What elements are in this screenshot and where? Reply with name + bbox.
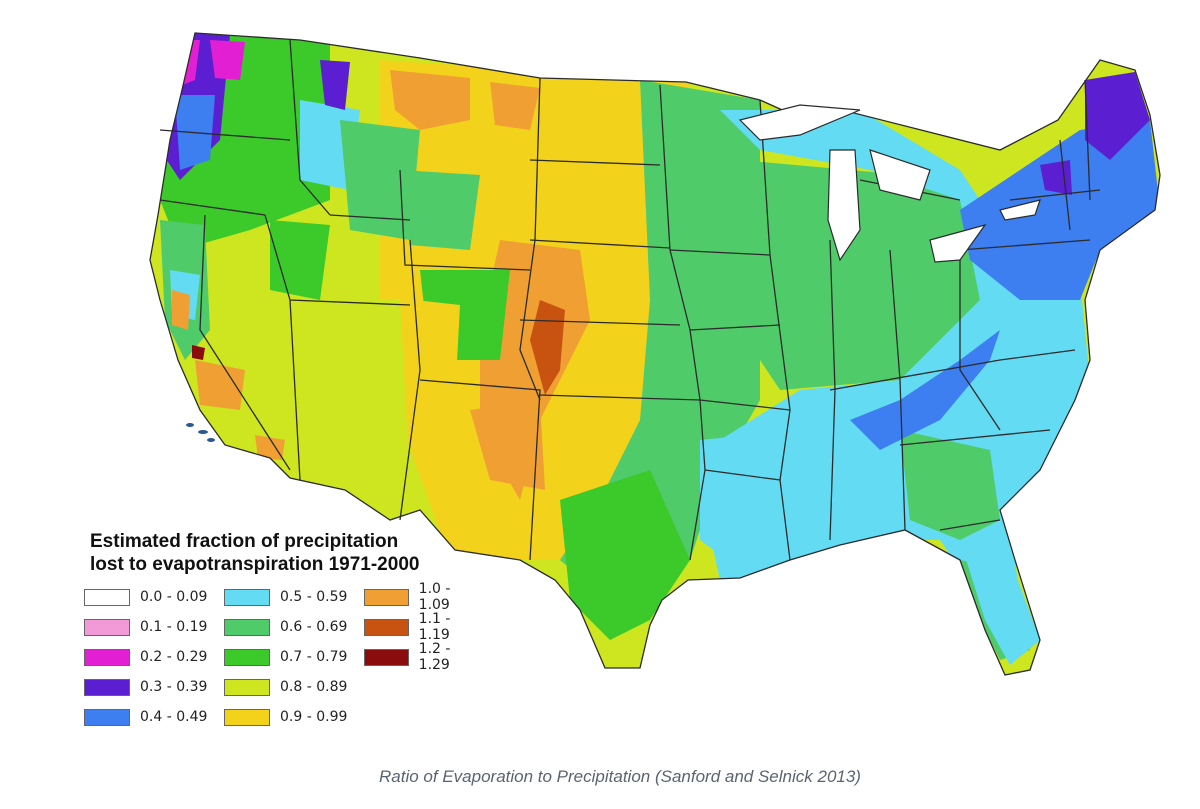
legend-label: 0.3 - 0.39 — [140, 679, 208, 695]
legend-title-line1: Estimated fraction of precipitation — [90, 531, 399, 552]
legend-swatch — [84, 678, 130, 696]
legend-item: 1.0 - 1.09 — [364, 581, 484, 613]
legend-swatch — [84, 708, 130, 726]
legend-label: 0.2 - 0.29 — [140, 649, 208, 665]
legend-swatch — [84, 648, 130, 666]
legend-label: 0.9 - 0.99 — [280, 709, 348, 725]
legend-item: 0.0 - 0.09 — [84, 586, 207, 608]
legend-item: 0.2 - 0.29 — [84, 646, 207, 668]
legend-label: 0.0 - 0.09 — [140, 589, 208, 605]
legend-swatch — [224, 678, 270, 696]
legend-label: 1.2 - 1.29 — [418, 641, 451, 673]
great-lakes — [738, 104, 1041, 263]
legend-swatch — [224, 618, 270, 636]
legend-swatch — [84, 588, 130, 606]
legend-label: 0.8 - 0.89 — [280, 679, 348, 695]
legend-item: 0.8 - 0.89 — [224, 676, 347, 698]
legend-item: 0.7 - 0.79 — [224, 646, 347, 668]
legend-swatch — [224, 648, 270, 666]
legend-label: 0.6 - 0.69 — [280, 619, 348, 635]
legend-item: 0.9 - 0.99 — [224, 706, 347, 728]
legend-label: 0.5 - 0.59 — [280, 589, 348, 605]
legend-swatch — [224, 588, 270, 606]
state-borders — [149, 32, 1161, 676]
legend-title-line2: lost to evapotranspiration 1971-2000 — [90, 554, 420, 575]
channel-islands — [186, 423, 215, 442]
legend-title: Estimated fraction of precipitation lost… — [90, 530, 484, 576]
legend-label: 1.1 - 1.19 — [418, 611, 451, 643]
legend-item: 0.4 - 0.49 — [84, 706, 207, 728]
legend-swatch — [84, 618, 130, 636]
legend-swatch — [364, 648, 409, 666]
legend-item: 1.1 - 1.19 — [364, 611, 484, 643]
legend-swatch — [364, 588, 409, 606]
legend-swatch — [224, 708, 270, 726]
legend-item: 0.5 - 0.59 — [224, 586, 347, 608]
map-legend: Estimated fraction of precipitation lost… — [84, 530, 484, 736]
legend-item: 0.3 - 0.39 — [84, 676, 207, 698]
legend-label: 0.7 - 0.79 — [280, 649, 348, 665]
legend-item: 0.6 - 0.69 — [224, 616, 347, 638]
legend-grid: 0.0 - 0.09 0.1 - 0.19 0.2 - 0.29 0.3 - 0.39… — [84, 581, 484, 736]
figure-caption: Ratio of Evaporation to Precipitation (S… — [379, 767, 861, 786]
legend-item: 0.1 - 0.19 — [84, 616, 207, 638]
legend-label: 1.0 - 1.09 — [418, 581, 451, 613]
legend-item: 1.2 - 1.29 — [364, 641, 484, 673]
legend-label: 0.1 - 0.19 — [140, 619, 208, 635]
legend-swatch — [364, 618, 409, 636]
legend-label: 0.4 - 0.49 — [140, 709, 208, 725]
